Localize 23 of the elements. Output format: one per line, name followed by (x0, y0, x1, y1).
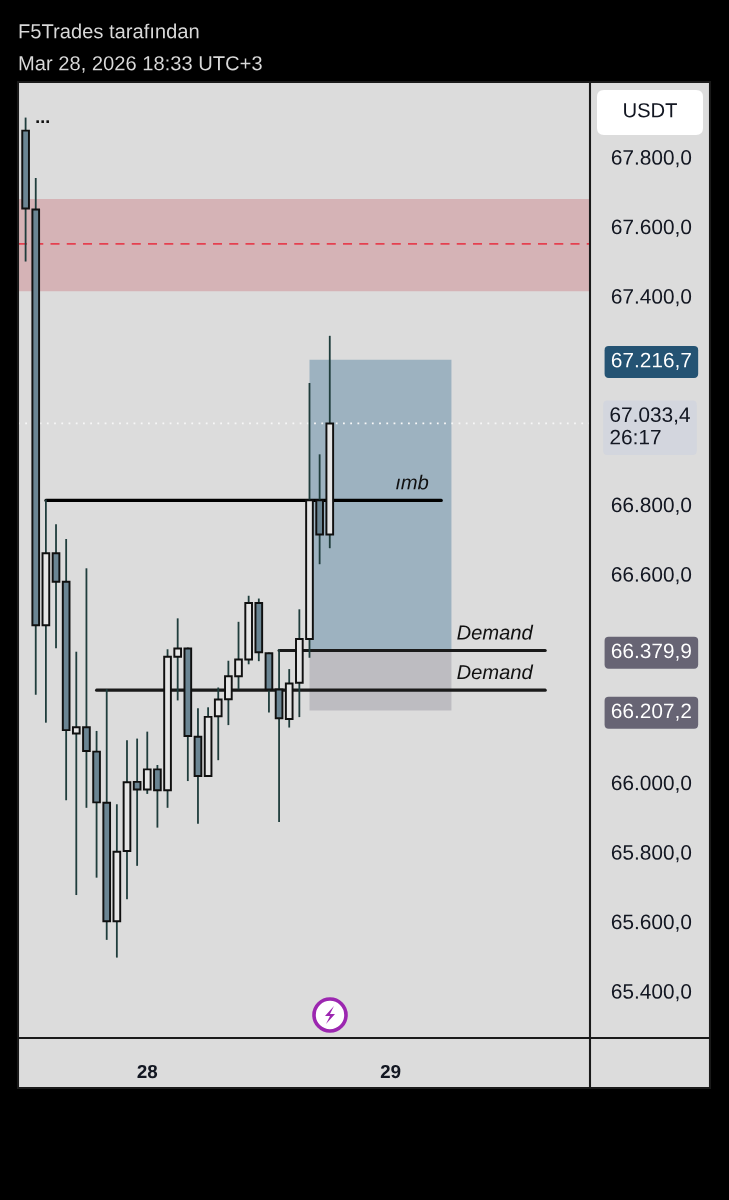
candlestick (132, 738, 142, 866)
y-tick-label: 66.207,2 (611, 703, 691, 721)
series-label: ımb (396, 474, 429, 490)
y-tick-label: 66.379,9 (611, 643, 691, 661)
y-tick-label: 67.600,0 (611, 219, 692, 237)
y-tick-label: 66.000,0 (611, 775, 692, 793)
y-tick-label: 65.800,0 (611, 845, 692, 863)
y-tick-label: 67.800,0 (611, 150, 692, 168)
y-tick-label: 67.400,0 (611, 289, 692, 307)
series-label: Demand (457, 624, 534, 640)
y-tick-label: 65.400,0 (611, 984, 692, 1002)
y-axis-title: USDT (624, 103, 677, 118)
y-tick-label: 66.600,0 (611, 567, 692, 585)
chart-subtitle: Mar 28, 2026 18:33 UTC+3 (19, 56, 262, 73)
y-tick-label: 66.800,0 (611, 497, 692, 515)
y-tick-label: 65.600,0 (611, 914, 692, 932)
series-label: Demand (457, 664, 534, 680)
y-tick-label: 67.216,7 (611, 352, 691, 370)
ref-line-label: 67.033,4 26:17 (610, 407, 690, 445)
x-tick-label: 29 (380, 1064, 401, 1079)
annotation: ... (36, 120, 49, 123)
x-tick-label: 28 (137, 1064, 158, 1079)
chart-title: F5Trades tarafından (19, 23, 199, 39)
